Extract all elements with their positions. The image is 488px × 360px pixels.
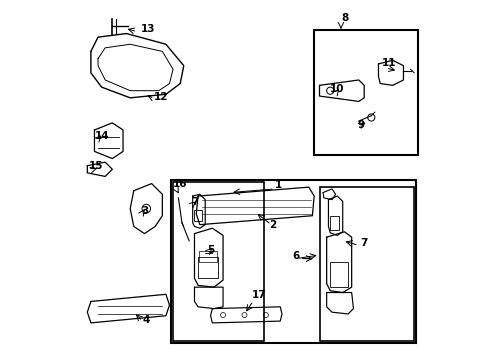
Text: 5: 5 [206, 245, 214, 255]
Text: 9: 9 [356, 120, 364, 130]
Bar [313, 30, 417, 155]
Text: 17: 17 [251, 290, 266, 300]
Bar [329, 262, 347, 287]
Text: 13: 13 [141, 24, 155, 34]
Text: 12: 12 [153, 92, 167, 102]
Text: 14: 14 [94, 131, 109, 141]
Text: 7: 7 [360, 238, 367, 248]
Bar [194, 210, 201, 221]
Text: 3: 3 [141, 206, 148, 216]
Text: 6: 6 [292, 251, 299, 261]
Text: 11: 11 [381, 58, 396, 68]
Bar [198, 251, 216, 262]
Text: 7: 7 [190, 197, 198, 207]
Bar [173, 182, 264, 341]
Text: 16: 16 [173, 179, 187, 189]
Bar [319, 187, 413, 341]
Text: 4: 4 [142, 315, 150, 325]
Text: 2: 2 [269, 220, 276, 230]
Text: 1: 1 [274, 180, 282, 190]
Text: 15: 15 [89, 161, 103, 171]
Bar [329, 216, 338, 230]
Bar [198, 257, 217, 278]
Text: 10: 10 [329, 85, 344, 94]
Bar [171, 180, 415, 342]
Text: 8: 8 [340, 13, 347, 23]
